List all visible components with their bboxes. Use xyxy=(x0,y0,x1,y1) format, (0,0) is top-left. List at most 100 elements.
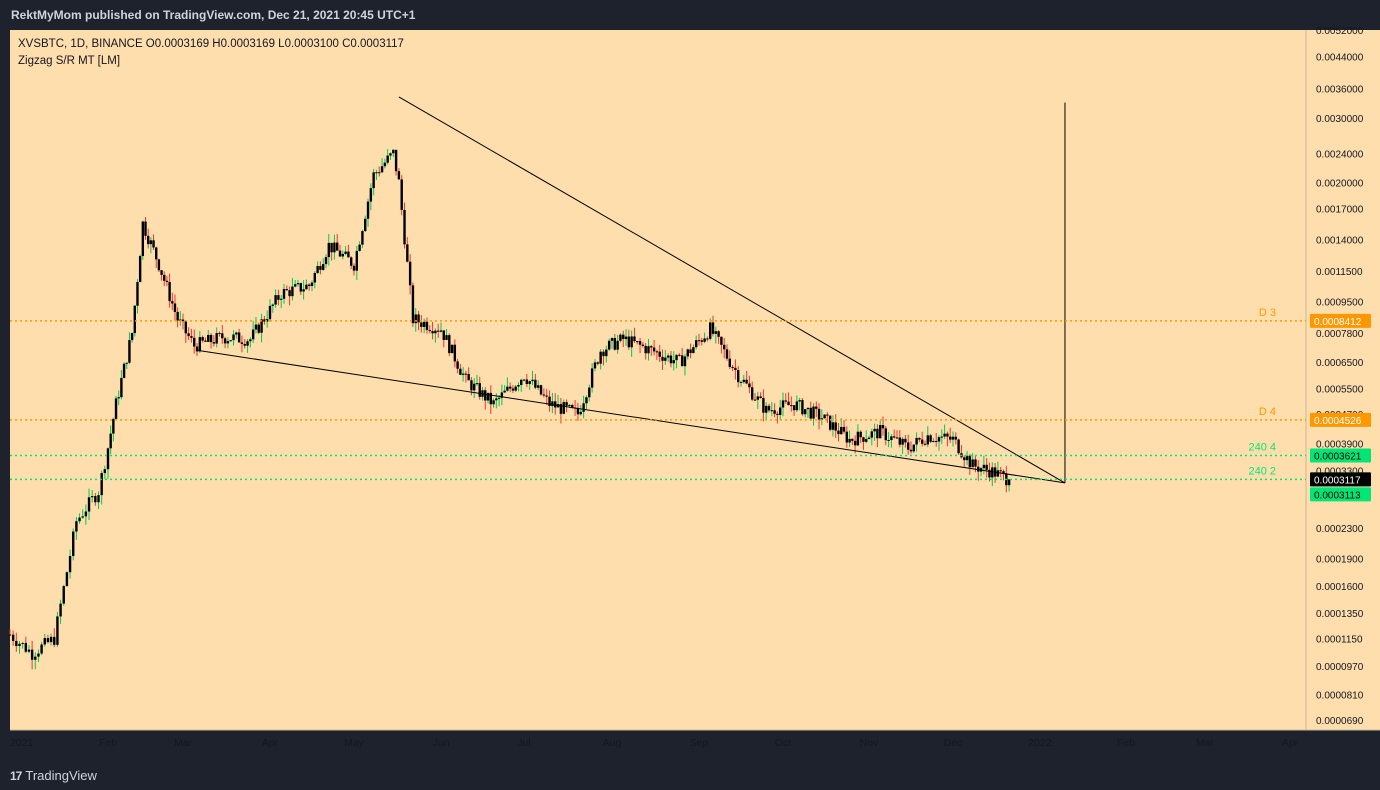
candle-body xyxy=(627,336,631,348)
candle-body xyxy=(622,334,625,340)
candle-body xyxy=(531,379,534,382)
candle-body xyxy=(720,336,723,345)
candle-body xyxy=(792,405,796,411)
candle-body xyxy=(302,289,305,292)
candle-body xyxy=(347,251,350,258)
price-tick-label: 0.0020000 xyxy=(1316,179,1364,190)
candle-body xyxy=(873,428,876,432)
candle-body xyxy=(97,495,100,503)
tradingview-logo[interactable]: 17 TradingView xyxy=(10,768,97,783)
candle-body xyxy=(1007,479,1011,486)
candle-body xyxy=(322,264,325,270)
candle-body xyxy=(870,431,873,438)
level-price-tag-text: 0.0008412 xyxy=(1314,317,1362,328)
candle-body xyxy=(500,392,504,398)
candle-body xyxy=(904,438,907,443)
candle-body xyxy=(770,410,773,412)
candle-body xyxy=(728,358,731,367)
candle-body xyxy=(386,155,389,163)
price-tick-label: 0.0003300 xyxy=(1316,466,1364,477)
level-price-tag xyxy=(1310,313,1371,328)
candle-body xyxy=(204,340,207,342)
candle-body xyxy=(249,339,252,342)
candle-body xyxy=(422,321,426,327)
price-tick-label: 0.0001600 xyxy=(1316,582,1364,593)
candle-body xyxy=(246,341,249,346)
candle-body xyxy=(68,555,72,573)
candle-body xyxy=(636,341,639,343)
candle-body xyxy=(837,430,840,435)
candle-body xyxy=(820,418,824,420)
price-tick-label: 0.0002300 xyxy=(1316,524,1364,535)
price-tick-label: 0.0001900 xyxy=(1316,554,1364,565)
candle-body xyxy=(817,408,821,420)
candle-body xyxy=(453,344,457,362)
candle-body xyxy=(686,349,689,357)
candle-body xyxy=(633,336,636,342)
candle-body xyxy=(974,459,977,467)
candle-body xyxy=(495,398,498,401)
candle-body xyxy=(375,172,378,174)
candle-body xyxy=(562,402,565,414)
time-tick-label: Dec xyxy=(944,737,963,749)
candle-body xyxy=(308,284,311,287)
candle-body xyxy=(448,335,451,354)
published-text: RektMyMom published on TradingView.com, … xyxy=(11,8,416,22)
candle-body xyxy=(152,240,155,248)
candle-body xyxy=(700,340,703,342)
candle-body xyxy=(756,396,759,400)
candle-body xyxy=(254,324,258,330)
candle-body xyxy=(762,397,765,413)
candle-body xyxy=(893,436,896,438)
candle-body xyxy=(652,347,656,352)
candle-body xyxy=(859,431,862,438)
candle-body xyxy=(644,345,647,354)
candle-body xyxy=(865,439,868,442)
candle-body xyxy=(403,209,406,245)
candle-body xyxy=(683,356,687,367)
candle-body xyxy=(834,422,837,431)
wedge-upper-trendline[interactable] xyxy=(398,96,1066,484)
legend-indicator-line: Zigzag S/R MT [LM] xyxy=(18,55,121,67)
candle-body xyxy=(971,459,974,468)
candle-body xyxy=(551,401,554,407)
candle-body xyxy=(380,166,384,173)
candle-body xyxy=(484,390,487,401)
candle-body xyxy=(522,379,526,381)
candle-body xyxy=(190,336,193,338)
candle-body xyxy=(658,351,661,357)
candle-body xyxy=(319,265,322,270)
candle-body xyxy=(232,334,235,341)
candle-body xyxy=(940,436,943,438)
candle-body xyxy=(842,426,846,432)
plot-background xyxy=(10,30,1306,730)
candle-body xyxy=(168,282,171,302)
candle-body xyxy=(703,338,706,342)
candle-body xyxy=(508,386,512,389)
price-tick-label: 0.0044000 xyxy=(1316,53,1364,64)
candle-body xyxy=(845,431,849,443)
candle-body xyxy=(333,242,336,253)
candle-body xyxy=(271,304,274,306)
wedge-lower-trendline[interactable] xyxy=(196,349,1066,484)
candle-body xyxy=(133,305,136,334)
candle-body xyxy=(565,402,568,406)
candle-body xyxy=(806,407,810,410)
candle-body xyxy=(823,414,826,419)
candle-body xyxy=(638,341,642,345)
level-price-tag-secondary xyxy=(1310,487,1371,502)
candle-body xyxy=(862,437,865,442)
candle-body xyxy=(853,440,857,446)
time-tick-label: Nov xyxy=(860,737,879,749)
candle-body xyxy=(27,649,31,652)
candle-body xyxy=(932,441,935,443)
candle-body xyxy=(907,442,910,450)
candle-body xyxy=(330,242,333,253)
candle-body xyxy=(408,261,412,286)
candle-body xyxy=(937,437,941,442)
candle-body xyxy=(954,436,958,440)
candle-body xyxy=(81,516,84,518)
candle-body xyxy=(706,338,709,340)
candle-body xyxy=(664,357,667,361)
